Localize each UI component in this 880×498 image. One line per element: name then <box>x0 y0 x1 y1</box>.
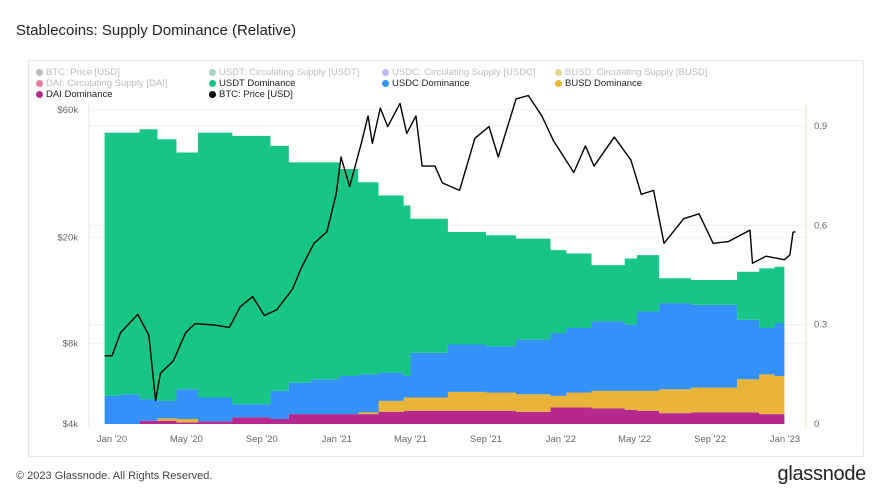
area-dai-dominance <box>104 407 785 424</box>
legend-label: BUSD: Circulating Supply [BUSD] <box>565 67 708 78</box>
x-tick-label: Jan '23 <box>770 434 800 445</box>
y-right-tick-label: 0.9 <box>814 121 827 132</box>
y-left-tick-label: $8k <box>63 339 79 350</box>
x-tick-label: May '20 <box>170 434 203 445</box>
legend-item-dai-dominance[interactable]: DAI Dominance <box>36 89 113 100</box>
legend-item-dai-supply[interactable]: DAI: Circulating Supply [DAI] <box>36 78 167 89</box>
area-busd-dominance <box>104 374 785 424</box>
legend-dot-icon <box>382 80 389 87</box>
x-tick-label: May '21 <box>394 434 427 445</box>
legend-label: BTC: Price [USD] <box>46 67 120 78</box>
legend-item-usdc-supply[interactable]: USDC: Circulating Supply [USDC] <box>382 67 536 78</box>
legend-item-btc-price-hidden[interactable]: BTC: Price [USD] <box>36 67 120 78</box>
legend-dot-icon <box>209 91 216 98</box>
btc-price-line <box>104 94 796 402</box>
legend-item-busd-dominance[interactable]: BUSD Dominance <box>555 78 642 89</box>
legend-label: BTC: Price [USD] <box>219 89 293 100</box>
page-title: Stablecoins: Supply Dominance (Relative) <box>16 22 297 39</box>
area-usdc-dominance <box>104 303 785 424</box>
legend-dot-icon <box>36 91 43 98</box>
x-tick-label: Jan '21 <box>322 434 352 445</box>
legend-label: USDT Dominance <box>219 78 296 89</box>
legend-item-usdt-dominance[interactable]: USDT Dominance <box>209 78 295 89</box>
x-tick-label: Jan '20 <box>97 434 127 445</box>
y-right-tick-label: 0.3 <box>814 320 827 331</box>
x-tick-label: Jan '22 <box>546 434 576 445</box>
legend-label: DAI Dominance <box>46 89 113 100</box>
x-tick-label: Sep '20 <box>246 434 278 445</box>
legend-label: USDC: Circulating Supply [USDC] <box>392 67 536 78</box>
legend-dot-icon <box>209 80 216 87</box>
legend-dot-icon <box>36 80 43 87</box>
legend-label: BUSD Dominance <box>565 78 643 89</box>
x-tick-label: Sep '22 <box>694 434 726 445</box>
y-right-tick-label: 0.6 <box>814 220 827 231</box>
y-left-tick-label: $20k <box>57 232 78 243</box>
copyright: © 2023 Glassnode. All Rights Reserved. <box>16 470 213 482</box>
legend-item-busd-supply[interactable]: BUSD: Circulating Supply [BUSD] <box>555 67 708 78</box>
y-left-tick-label: $60k <box>57 105 78 116</box>
chart-container <box>28 60 864 457</box>
legend-item-usdt-supply[interactable]: USDT: Circulating Supply [USDT] <box>209 67 359 78</box>
y-left-tick-label: $4k <box>63 419 79 430</box>
legend-label: USDC Dominance <box>392 78 470 89</box>
legend-label: DAI: Circulating Supply [DAI] <box>46 78 168 89</box>
legend-dot-icon <box>555 80 562 87</box>
y-right-tick-label: 0 <box>814 419 819 430</box>
x-tick-label: May '22 <box>618 434 651 445</box>
legend-item-btc-price[interactable]: BTC: Price [USD] <box>209 89 293 100</box>
area-usdt-dominance <box>104 129 785 405</box>
legend-dot-icon <box>36 69 43 76</box>
legend-item-usdc-dominance[interactable]: USDC Dominance <box>382 78 470 89</box>
legend-dot-icon <box>382 69 389 76</box>
legend-dot-icon <box>209 69 216 76</box>
legend-label: USDT: Circulating Supply [USDT] <box>219 67 360 78</box>
x-tick-label: Sep '21 <box>470 434 502 445</box>
legend-dot-icon <box>555 69 562 76</box>
glassnode-logo: glassnode <box>777 463 867 485</box>
